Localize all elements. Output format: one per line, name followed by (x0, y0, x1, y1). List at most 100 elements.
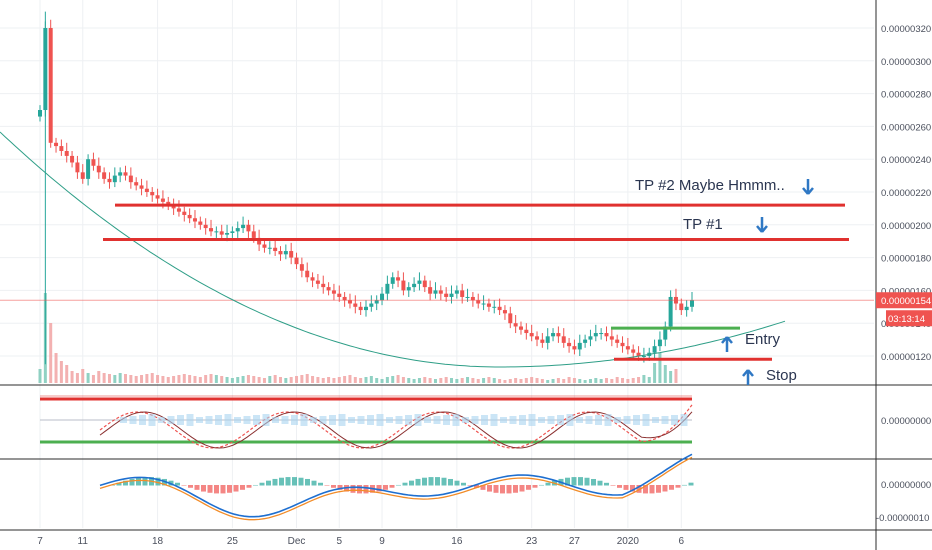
volume-bar (81, 369, 85, 383)
candle (545, 336, 550, 343)
candle (176, 208, 181, 212)
candle (631, 349, 636, 353)
volume-bar (503, 380, 507, 383)
osc-histogram-bar (490, 414, 498, 426)
candle (609, 336, 614, 340)
candle (513, 323, 518, 327)
osc2-histogram-bar (545, 482, 551, 486)
osc2-histogram-bar (682, 484, 687, 486)
volume-bar (524, 378, 528, 383)
osc2-histogram-bar (506, 485, 512, 494)
candle (305, 270, 310, 278)
osc1-tick-label: 0.00000000 (881, 416, 931, 427)
candle (96, 165, 101, 173)
volume-bar (59, 361, 63, 383)
osc-histogram-bar (585, 416, 593, 424)
volume-bar (134, 376, 138, 383)
price-tick-label: 0.00000280 (881, 90, 931, 101)
oscillator-panel-2 (99, 453, 694, 521)
countdown-badge (886, 310, 932, 327)
candle (460, 290, 465, 297)
candle (107, 178, 112, 183)
osc-histogram-bar (519, 415, 526, 425)
osc2-histogram-bar (617, 485, 622, 488)
osc-histogram-bar (433, 416, 441, 424)
osc-histogram-bar (604, 414, 612, 426)
candle (492, 306, 497, 308)
osc2-histogram-bar (513, 485, 518, 493)
volume-bar (546, 380, 550, 383)
candle (684, 306, 689, 311)
candle (187, 214, 192, 219)
volume-bar (631, 378, 635, 383)
osc2-histogram-bar (461, 482, 466, 486)
volume-bar (140, 375, 144, 383)
candle (401, 280, 406, 291)
osc-histogram-bar (367, 415, 374, 425)
volume-bar (572, 378, 576, 383)
time-axis: 7 11 18 25 Dec 5 9 16 23 27 2020 6 (37, 536, 684, 547)
osc2-histogram-bar (571, 477, 577, 486)
volume-bar (118, 373, 122, 383)
volume-bar (107, 374, 111, 383)
candle (390, 277, 395, 284)
volume-bar (225, 377, 229, 383)
osc-histogram-bar (595, 415, 602, 425)
osc2-histogram-bar (194, 485, 200, 490)
osc-histogram-bar (614, 417, 621, 423)
volume-bar (278, 377, 282, 383)
osc-histogram-bar (167, 416, 175, 424)
volume-bar (642, 375, 646, 383)
candle (620, 342, 625, 347)
volume-bars (38, 293, 678, 383)
price-tick-label: 0.00000160 (881, 286, 931, 297)
osc-histogram-bar (462, 417, 469, 423)
volume-bar (305, 374, 309, 383)
osc-histogram-bar (129, 416, 137, 424)
candle (588, 336, 593, 340)
candle (123, 172, 128, 176)
candle (166, 201, 171, 206)
candle (337, 293, 342, 297)
time-tick-label: 6 (679, 536, 685, 547)
candle (91, 159, 96, 166)
down-arrow-icon (756, 217, 768, 233)
volume-bar (188, 375, 192, 383)
osc2-histogram-bar (116, 482, 122, 486)
candle (657, 339, 662, 347)
osc-histogram-bar (471, 416, 479, 424)
volume-bar (327, 377, 331, 383)
osc-histogram-bar (319, 416, 327, 424)
osc2-histogram-bar (415, 478, 421, 486)
volume-bar (316, 377, 320, 383)
candle (192, 218, 197, 222)
level-label: TP #1 (683, 216, 723, 233)
level-label: TP #2 Maybe Hmmm.. (635, 177, 785, 194)
volume-bar (567, 377, 571, 383)
candle (551, 333, 556, 337)
candle (283, 251, 288, 255)
volume-bar (551, 379, 555, 383)
osc2-histogram-bar (181, 485, 187, 486)
osc2-histogram-bar (396, 484, 401, 486)
volume-bar (268, 376, 272, 383)
candle (59, 146, 64, 151)
level-label: Stop (766, 367, 797, 384)
osc-histogram-bar (452, 414, 460, 426)
volume-bar (476, 379, 480, 383)
osc2-histogram-bar (610, 485, 616, 486)
osc2-histogram-bar (136, 477, 141, 486)
osc-histogram-bar (538, 417, 545, 423)
osc-histogram-bar (215, 415, 222, 425)
candle (524, 329, 529, 334)
osc2-histogram-bar (227, 485, 232, 493)
volume-bar (428, 378, 432, 383)
osc2-histogram-bar (292, 477, 297, 486)
volume-bar (407, 378, 411, 383)
osc-histogram-bar (262, 414, 270, 426)
candle (380, 293, 385, 301)
horizontal-levels: TP #2 Maybe Hmmm.. TP #1 Entry Stop (103, 177, 849, 385)
osc-signal-line (99, 404, 693, 449)
up-arrow-icon (721, 336, 733, 352)
osc2-histogram-bar (155, 477, 161, 486)
